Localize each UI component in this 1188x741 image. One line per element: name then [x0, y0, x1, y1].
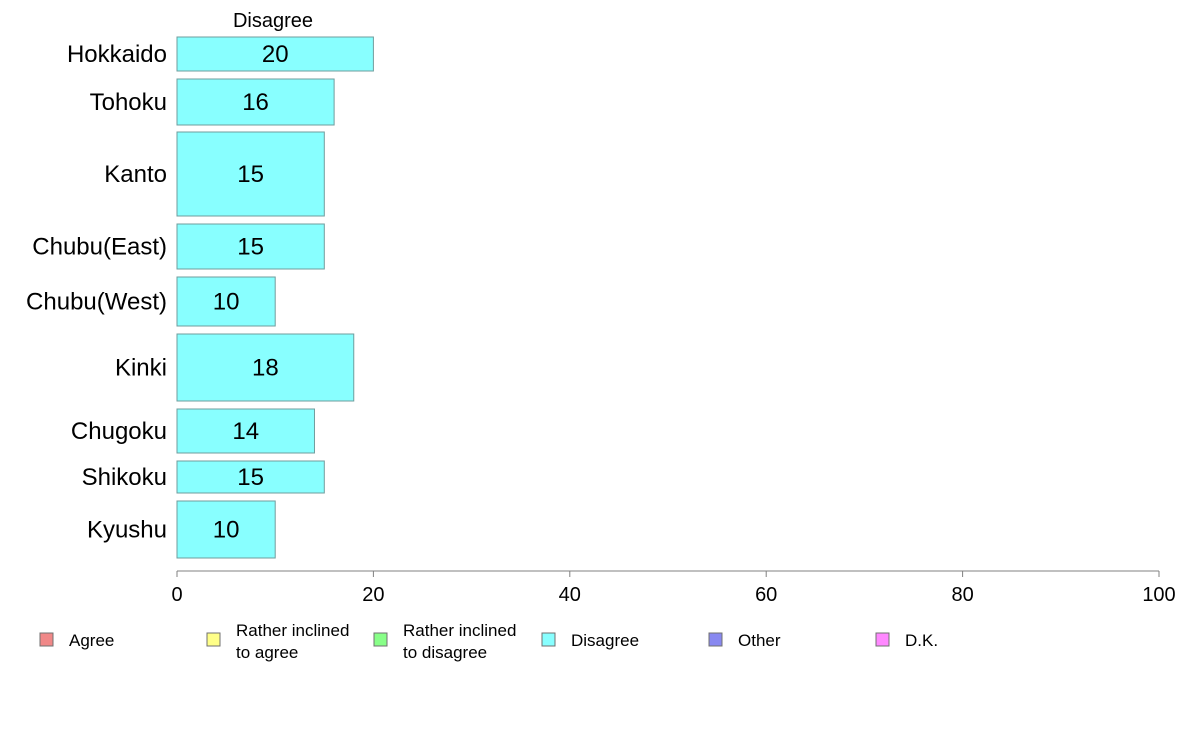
legend-label: to agree [236, 643, 298, 662]
bar-value-label: 10 [213, 517, 240, 544]
legend-swatch [541, 632, 556, 647]
x-tick-label: 20 [362, 584, 384, 606]
x-tick-label: 80 [951, 584, 973, 606]
category-label: Kanto [104, 161, 167, 188]
x-tick-label: 60 [755, 584, 777, 606]
x-tick-label: 100 [1142, 584, 1175, 606]
series-header: Disagree [233, 10, 313, 32]
legend-swatch [373, 632, 388, 647]
bar-value-label: 15 [237, 464, 264, 491]
legend-label: Rather inclined [403, 621, 516, 640]
legend-label: to disagree [403, 643, 487, 662]
bars-layer: 20 Hokkaido 16 Tohoku 15 Kanto 15 Chubu(East) 10… [26, 36, 374, 559]
category-label: Chugoku [71, 418, 167, 445]
bar [176, 78, 335, 126]
category-label: Shikoku [82, 464, 167, 491]
bar-value-label: 16 [242, 89, 269, 116]
bar-value-label: 10 [213, 289, 240, 316]
category-label: Chubu(West) [26, 289, 167, 316]
category-label: Hokkaido [67, 41, 167, 68]
bar [176, 223, 325, 270]
legend-swatch [875, 632, 890, 647]
legend-label: D.K. [905, 631, 938, 650]
legend-swatch [206, 632, 221, 647]
bar-value-label: 15 [237, 234, 264, 261]
bar [176, 408, 315, 454]
x-tick-label: 40 [559, 584, 581, 606]
bar-value-label: 20 [262, 41, 289, 68]
legend-item: Other [708, 631, 781, 650]
x-tick-label: 0 [171, 584, 182, 606]
legend-item: D.K. [875, 631, 938, 650]
legend-swatch [708, 632, 723, 647]
legend-item: Rather inclined to agree [206, 621, 349, 662]
category-label: Chubu(East) [32, 234, 167, 261]
category-label: Kyushu [87, 517, 167, 544]
legend-item: Rather inclined to disagree [373, 621, 516, 662]
legend-label: Rather inclined [236, 621, 349, 640]
bar [176, 276, 276, 327]
bar [176, 131, 325, 217]
legend-item: Agree [39, 631, 114, 650]
bar-value-label: 15 [237, 161, 264, 188]
legend-item: Disagree [541, 631, 639, 650]
x-axis: 0 20 40 60 80 100 [171, 570, 1176, 606]
bar [176, 460, 325, 494]
legend-label: Disagree [571, 631, 639, 650]
bar-value-label: 18 [252, 355, 279, 382]
bar [176, 500, 276, 559]
legend-label: Other [738, 631, 781, 650]
bar [176, 333, 355, 402]
category-label: Kinki [115, 355, 167, 382]
legend-swatch [39, 632, 54, 647]
legend-label: Agree [69, 631, 114, 650]
bar-value-label: 14 [232, 418, 259, 445]
bar [176, 36, 374, 72]
category-label: Tohoku [90, 89, 167, 116]
